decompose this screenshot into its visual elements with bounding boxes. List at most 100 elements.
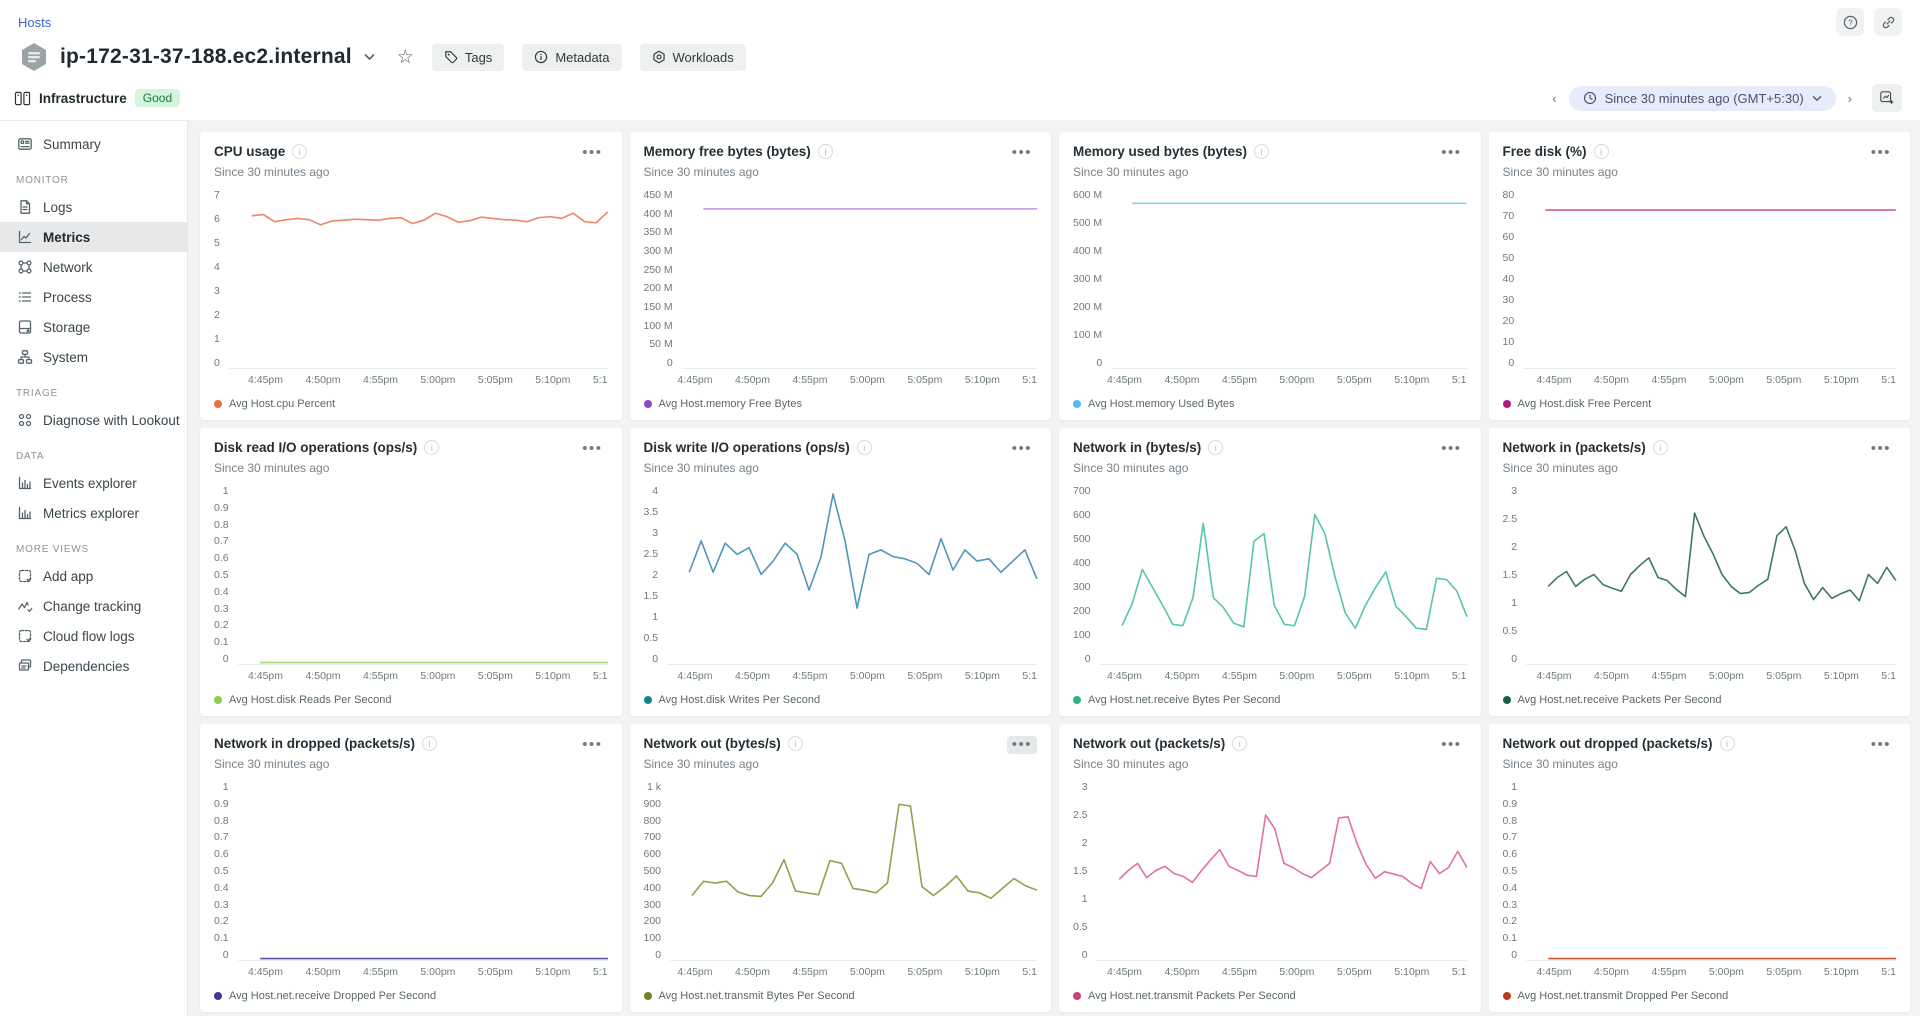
chart-legend[interactable]: Avg Host.net.receive Packets Per Second (1502, 694, 1897, 706)
x-tick-label: 5:05pm (477, 966, 513, 978)
chart-menu-button[interactable]: ••• (1011, 144, 1032, 161)
y-tick-label: 4 (652, 485, 659, 497)
permalink-icon[interactable] (1874, 8, 1902, 36)
sidebar-item-system[interactable]: System (0, 342, 187, 372)
sidebar-item-label: Storage (43, 319, 91, 335)
sidebar-item-logs[interactable]: Logs (0, 192, 187, 222)
sidebar-item-cloud-flow-logs[interactable]: Cloud flow logs (0, 621, 187, 651)
breadcrumb-row: Hosts ? (18, 8, 1902, 36)
chart-title: Disk read I/O operations (ops/s) (214, 440, 418, 455)
chart-legend[interactable]: Avg Host.disk Free Percent (1502, 398, 1897, 410)
hostname-chevron-down-icon[interactable] (364, 53, 375, 61)
chart-info-icon[interactable]: i (422, 736, 438, 751)
sidebar-item-diagnose-with-lookout[interactable]: Diagnose with Lookout (0, 405, 187, 435)
chart-legend[interactable]: Avg Host.net.transmit Bytes Per Second (643, 990, 1038, 1002)
chart-menu-button[interactable]: ••• (1441, 440, 1462, 457)
chart-info-icon[interactable]: i (292, 144, 308, 159)
chart-menu-button[interactable]: ••• (582, 144, 603, 161)
x-axis-ticks: 4:45pm 4:50pm 4:55pm 5:00pm 5:05pm 5:10pm 5:1 (1073, 670, 1467, 682)
y-axis-ticks: 1 0.9 0.8 0.7 0.6 0.5 0.4 0.3 0.2 0.1 0 (1503, 781, 1527, 961)
sidebar-item-label: Metrics explorer (43, 505, 140, 521)
sidebar-item-summary[interactable]: Summary (0, 129, 187, 159)
chart-legend[interactable]: Avg Host.disk Writes Per Second (643, 694, 1038, 706)
x-tick-label: 5:05pm (477, 670, 513, 682)
chart-menu-button[interactable]: ••• (582, 736, 603, 753)
chart-menu-button[interactable]: ••• (1006, 736, 1037, 754)
chart-info-icon[interactable]: i (1208, 440, 1224, 455)
chart-menu-button[interactable]: ••• (1870, 736, 1891, 753)
network-icon (16, 259, 33, 276)
chart-card: Network out dropped (packets/s) i ••• Si… (1488, 724, 1910, 1012)
chart-menu-button[interactable]: ••• (1441, 736, 1462, 753)
breadcrumb[interactable]: Hosts (18, 14, 52, 30)
x-tick-label: 4:45pm (1536, 374, 1572, 386)
x-tick-label: 5:10pm (535, 670, 571, 682)
chart-subtitle: Since 30 minutes ago (1502, 461, 1618, 475)
sidebar-item-metrics-explorer[interactable]: Metrics explorer (0, 498, 187, 528)
time-range-label: Since 30 minutes ago (GMT+5:30) (1604, 90, 1804, 106)
x-tick-label: 4:55pm (1651, 374, 1687, 386)
chart-legend[interactable]: Avg Host.net.transmit Packets Per Second (1073, 990, 1467, 1002)
sidebar-item-network[interactable]: Network (0, 252, 187, 282)
chart-info-icon[interactable]: i (1652, 440, 1668, 455)
chart-legend[interactable]: Avg Host.disk Reads Per Second (214, 694, 608, 706)
y-tick-label: 30 (1502, 294, 1515, 306)
chart-info-icon[interactable]: i (1232, 736, 1248, 751)
chart-legend[interactable]: Avg Host.cpu Percent (214, 398, 608, 410)
metadata-button[interactable]: Metadata (522, 43, 622, 71)
y-tick-label: 3 (1081, 781, 1088, 793)
favorite-star-icon[interactable]: ☆ (396, 46, 414, 68)
metrics-icon (16, 229, 33, 246)
chart-legend[interactable]: Avg Host.net.receive Bytes Per Second (1073, 694, 1467, 706)
y-tick-label: 20 (1502, 315, 1515, 327)
chart-menu-button[interactable]: ••• (1870, 144, 1891, 161)
chart-info-icon[interactable]: i (1593, 144, 1609, 159)
workloads-hexagon-icon (652, 50, 666, 64)
tags-button[interactable]: Tags (431, 43, 505, 71)
sidebar-item-process[interactable]: Process (0, 282, 187, 312)
chart-menu-button[interactable]: ••• (582, 440, 603, 457)
y-tick-label: 0.2 (1502, 915, 1518, 928)
chart-menu-button[interactable]: ••• (1870, 440, 1891, 457)
chart-info-icon[interactable]: i (424, 440, 440, 455)
y-axis-ticks: 3 2.5 2 1.5 1 0.5 0 (1073, 781, 1097, 961)
y-tick-label: 500 (643, 864, 662, 877)
y-tick-label: 600 (1073, 509, 1091, 521)
chart-info-icon[interactable]: i (1719, 736, 1735, 751)
y-tick-label: 400 M (1073, 245, 1103, 257)
y-axis-ticks: 450 M 400 M 350 M 300 M 250 M 200 M 150 M 100 M… (644, 189, 682, 369)
time-back-chevron-icon[interactable]: ‹ (1552, 90, 1557, 106)
chart-legend[interactable]: Avg Host.net.receive Dropped Per Second (214, 990, 608, 1002)
sidebar-item-storage[interactable]: Storage (0, 312, 187, 342)
chart-menu-button[interactable]: ••• (1011, 440, 1032, 457)
sidebar-item-dependencies[interactable]: Dependencies (0, 651, 187, 681)
clock-icon (1583, 91, 1597, 105)
workloads-button[interactable]: Workloads (639, 43, 746, 71)
sidebar-item-metrics[interactable]: Metrics (0, 222, 187, 252)
chart-plot (1111, 189, 1467, 369)
chart-menu-button[interactable]: ••• (1441, 144, 1462, 161)
time-range-picker[interactable]: Since 30 minutes ago (GMT+5:30) (1568, 85, 1836, 111)
chart-legend[interactable]: Avg Host.memory Free Bytes (643, 398, 1038, 410)
chart-info-icon[interactable]: i (856, 440, 872, 455)
sidebar-item-change-tracking[interactable]: Change tracking (0, 591, 187, 621)
chart-card: CPU usage i ••• Since 30 minutes ago 7 6 5… (200, 132, 622, 420)
x-tick-label: 5:10pm (1394, 670, 1430, 682)
help-icon[interactable]: ? (1836, 8, 1864, 36)
tags-button-label: Tags (464, 49, 493, 65)
y-tick-label: 500 M (1073, 217, 1103, 229)
sidebar-item-add-app[interactable]: Add app (0, 561, 187, 591)
y-tick-label: 0.7 (214, 535, 229, 548)
time-forward-chevron-icon[interactable]: › (1847, 90, 1852, 106)
chart-info-icon[interactable]: i (1254, 144, 1270, 159)
chart-info-icon[interactable]: i (787, 736, 803, 751)
chart-info-icon[interactable]: i (817, 144, 833, 159)
legend-dot (1073, 992, 1081, 1000)
y-tick-label: 2.5 (1502, 513, 1518, 525)
chart-legend[interactable]: Avg Host.net.transmit Dropped Per Second (1502, 990, 1897, 1002)
sidebar-item-events-explorer[interactable]: Events explorer (0, 468, 187, 498)
add-to-dashboard-icon[interactable] (1872, 84, 1902, 112)
x-tick-label: 4:55pm (362, 374, 398, 386)
chart-legend[interactable]: Avg Host.memory Used Bytes (1073, 398, 1467, 410)
x-tick-label: 5:05pm (1766, 670, 1802, 682)
